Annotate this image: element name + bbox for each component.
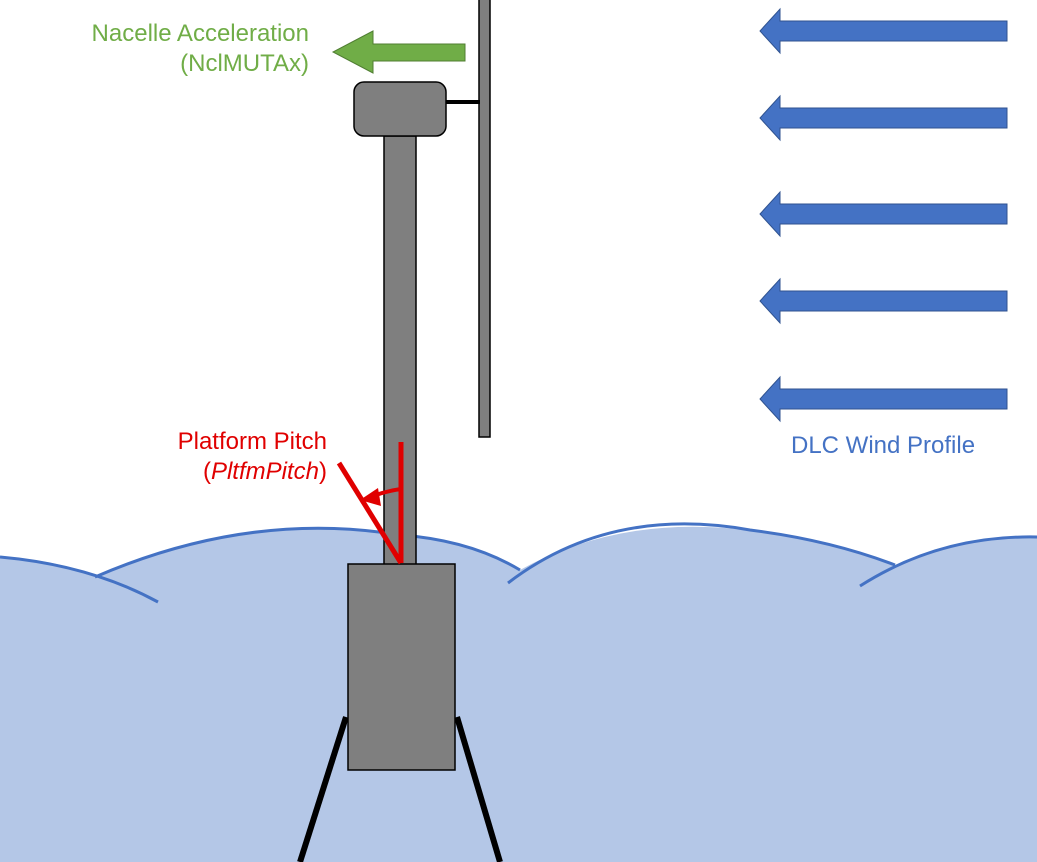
rotor-blade bbox=[478, 0, 491, 438]
mooring-line-left bbox=[297, 716, 349, 862]
platform-pitch-variable-line: (PltfmPitch) bbox=[178, 457, 327, 487]
nacelle-acceleration-title: Nacelle Acceleration bbox=[91, 20, 309, 47]
wind-arrow bbox=[759, 375, 1008, 423]
wave-1 bbox=[0, 555, 159, 604]
wind-arrow bbox=[759, 7, 1008, 55]
wind-profile-arrows bbox=[759, 7, 1008, 423]
water-surface bbox=[0, 526, 1037, 862]
paren-close: ) bbox=[319, 458, 327, 485]
mooring-line-right bbox=[454, 716, 503, 862]
wind-arrow bbox=[759, 277, 1008, 325]
platform-pitch-label: Platform Pitch (PltfmPitch) bbox=[178, 427, 327, 487]
wind-arrow bbox=[759, 190, 1008, 238]
nacelle-acceleration-label: Nacelle Acceleration (NclMUTAx) bbox=[92, 19, 309, 79]
pitch-arrowhead bbox=[360, 488, 381, 506]
nacelle-acceleration-arrow bbox=[331, 30, 466, 74]
pitch-tilted-line bbox=[336, 461, 404, 565]
wave-2 bbox=[94, 526, 521, 579]
platform-pitch-variable: PltfmPitch bbox=[210, 458, 319, 485]
wind-arrow bbox=[759, 94, 1008, 142]
wave-3 bbox=[507, 522, 896, 585]
platform-pitch-title: Platform Pitch bbox=[177, 428, 327, 455]
wave-4 bbox=[859, 535, 1037, 588]
nacelle-acceleration-variable: (NclMUTAx) bbox=[180, 50, 309, 77]
nacelle bbox=[353, 81, 447, 137]
paren-open: ( bbox=[202, 458, 211, 485]
wind-profile-label: DLC Wind Profile bbox=[791, 432, 976, 459]
platform bbox=[347, 563, 456, 771]
